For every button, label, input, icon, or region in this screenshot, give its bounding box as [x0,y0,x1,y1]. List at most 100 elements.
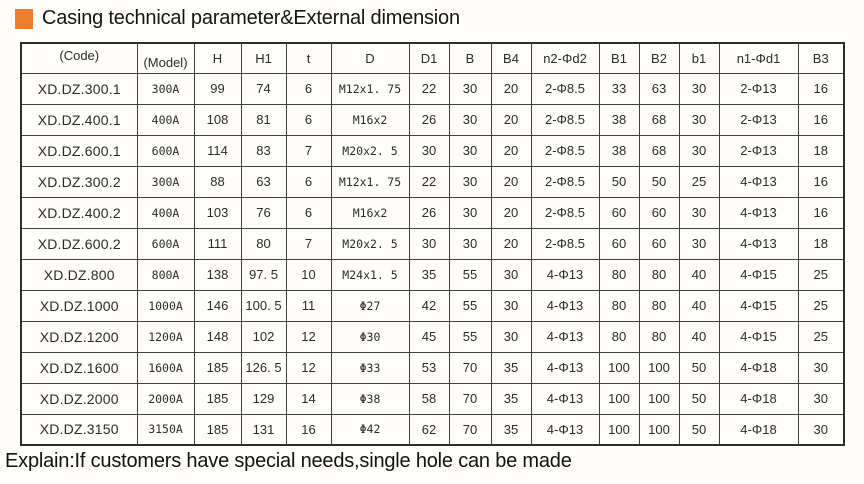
table-cell: 148 [193,320,242,353]
header-cell: B1 [598,42,640,74]
table-cell: 100 [598,351,640,384]
table-cell: 22 [408,72,450,105]
table-cell: 100 [638,351,680,384]
table-cell: 25 [797,258,845,291]
table-cell: 4-Φ18 [718,351,799,384]
table-cell: 4-Φ13 [530,289,600,322]
table-cell: 4-Φ13 [530,413,600,446]
table-cell: 6 [285,165,332,198]
table-cell: 62 [408,413,450,446]
table-cell: 30 [408,227,450,260]
header-cell: b1 [678,42,720,74]
page-title-row: Casing technical parameter&External dime… [15,7,460,30]
table-cell: 53 [408,351,450,384]
header-cell: B [448,42,492,74]
table-cell: 2-Φ13 [718,72,799,105]
table-cell: 600A [136,227,195,260]
table-cell: 50 [638,165,680,198]
table-cell: 600A [136,134,195,167]
table-cell: 20 [490,196,532,229]
table-cell: 63 [638,72,680,105]
table-cell: 2-Φ8.5 [530,72,600,105]
table-cell: XD.DZ.3150 [20,413,138,446]
table-cell: 100 [638,382,680,415]
table-row: XD.DZ.1600 1600A 185 126. 5 12 Φ33 53 70 35 4-Φ13… [20,351,845,384]
table-cell: M20x2. 5 [330,134,410,167]
table-cell: 80 [598,289,640,322]
header-cell: B3 [797,42,845,74]
header-cell: H [193,42,242,74]
table-cell: XD.DZ.1000 [20,289,138,322]
table-cell: 103 [193,196,242,229]
table-cell: 7 [285,134,332,167]
table-cell: 30 [797,413,845,446]
table-cell: 20 [490,134,532,167]
table-cell: 30 [490,289,532,322]
table-cell: M12x1. 75 [330,165,410,198]
table-cell: XD.DZ.400.2 [20,196,138,229]
table-cell: XD.DZ.400.1 [20,103,138,136]
table-cell: 4-Φ13 [718,196,799,229]
table-cell: 16 [797,165,845,198]
spec-table-body: XD.DZ.300.1 300A 99 74 6 M12x1. 75 22 30 20 2-Φ8.… [20,72,845,446]
table-cell: 18 [797,134,845,167]
table-cell: 800A [136,258,195,291]
table-row: XD.DZ.1000 1000A 146 100. 5 11 Φ27 42 55 30 4-Φ13… [20,289,845,322]
table-cell: 12 [285,351,332,384]
table-cell: 6 [285,72,332,105]
header-cell: t [285,42,332,74]
table-cell: 4-Φ13 [530,258,600,291]
table-cell: 97. 5 [240,258,287,291]
table-cell: 16 [285,413,332,446]
table-row: XD.DZ.300.1 300A 99 74 6 M12x1. 75 22 30 20 2-Φ8.… [20,72,845,105]
table-cell: 58 [408,382,450,415]
header-cell: D1 [408,42,450,74]
table-cell: 4-Φ18 [718,413,799,446]
table-cell: 300A [136,165,195,198]
table-cell: 4-Φ13 [530,320,600,353]
table-cell: 25 [678,165,720,198]
header-cell: H1 [240,42,287,74]
table-cell: 2-Φ13 [718,103,799,136]
table-cell: Φ33 [330,351,410,384]
table-cell: 30 [797,382,845,415]
header-cell: (Model) [136,42,195,74]
table-cell: 1200A [136,320,195,353]
table-cell: 16 [797,72,845,105]
table-cell: 108 [193,103,242,136]
header-cell: n2-Φd2 [530,42,600,74]
table-cell: 4-Φ13 [718,165,799,198]
table-cell: 80 [240,227,287,260]
table-cell: 16 [797,103,845,136]
table-cell: 50 [678,351,720,384]
table-cell: 30 [448,72,492,105]
explain-note: Explain:If customers have special needs,… [5,450,572,472]
table-cell: Φ30 [330,320,410,353]
table-cell: 4-Φ13 [530,351,600,384]
table-cell: XD.DZ.800 [20,258,138,291]
table-cell: 129 [240,382,287,415]
table-cell: 80 [638,258,680,291]
table-cell: Φ27 [330,289,410,322]
table-cell: 63 [240,165,287,198]
table-cell: 400A [136,196,195,229]
table-cell: XD.DZ.1600 [20,351,138,384]
table-cell: 146 [193,289,242,322]
table-cell: 400A [136,103,195,136]
table-cell: 102 [240,320,287,353]
table-cell: 100 [598,382,640,415]
table-cell: 30 [678,227,720,260]
table-row: XD.DZ.300.2 300A 88 63 6 M12x1. 75 22 30 20 2-Φ8.… [20,165,845,198]
header-cell: (Code) [20,42,138,74]
table-cell: 2-Φ8.5 [530,165,600,198]
table-cell: 80 [638,289,680,322]
spec-table-container: (Code) (Model) H H1 t D D1 B B4 n2-Φd2 B1 B2 b1 n1-Φd… [20,42,845,446]
table-cell: 83 [240,134,287,167]
table-cell: 6 [285,103,332,136]
table-cell: 18 [797,227,845,260]
table-cell: Φ42 [330,413,410,446]
table-row: XD.DZ.600.1 600A 114 83 7 M20x2. 5 30 30 20 2-Φ8.… [20,134,845,167]
table-cell: 14 [285,382,332,415]
table-cell: XD.DZ.2000 [20,382,138,415]
table-cell: XD.DZ.300.2 [20,165,138,198]
